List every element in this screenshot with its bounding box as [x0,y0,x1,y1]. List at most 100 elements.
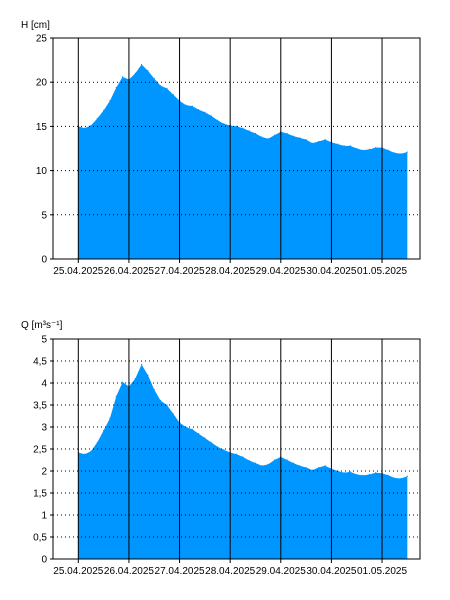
data-point [273,459,276,461]
data-point [204,437,206,439]
data-point [115,395,117,397]
y-tick-label: 5 [41,210,47,221]
data-point [248,130,250,132]
data-point [90,124,92,127]
y-tick-label: 10 [36,166,48,177]
data-point [248,459,250,462]
data-point [406,475,408,477]
data-point [185,104,187,106]
y-tick-label: 1 [41,511,47,522]
data-point [254,462,257,464]
x-tick-label: 29.04.2025 [256,566,306,577]
data-point [394,477,396,479]
data-point [292,462,295,464]
water-level-chart: H [cm] 0 5 10 15 20 25 25.04.2025 26.04.2025 27.… [21,20,421,277]
y-tick-label: 5 [41,335,47,346]
data-point [197,433,200,435]
y-tick-label: 2,5 [33,445,47,456]
x-tick-label: 30.04.2025 [306,266,356,277]
data-point [261,465,263,467]
data-point [387,149,389,151]
data-point [235,453,238,455]
y-axis-label-water-level: H [cm] [21,20,50,31]
data-point [96,117,98,120]
data-point [299,465,301,467]
data-point [267,138,269,140]
x-tick-label: 26.04.2025 [104,566,154,577]
data-point [311,142,314,144]
data-point [292,135,295,137]
data-point [223,449,225,451]
data-point [84,453,86,455]
x-tick-label: 27.04.2025 [155,266,205,277]
plot-frame [52,37,421,260]
data-point [387,474,389,476]
x-tick-label: 26.04.2025 [104,266,154,277]
x-tick-label: 28.04.2025 [205,266,255,277]
data-point [197,109,200,111]
plot-frame [52,338,421,560]
x-tick-label: 01.05.2025 [357,566,407,577]
data-point [122,381,124,383]
series-area [78,64,408,260]
y-tick-label: 20 [36,78,48,89]
x-tick-label: 25.04.2025 [53,566,103,577]
data-point [103,109,105,112]
y-tick-label: 3,5 [33,401,47,412]
y-tick-label: 25 [36,34,48,45]
y-tick-label: 3 [41,423,47,434]
data-point [109,100,111,102]
data-point [134,72,136,74]
data-point [159,85,162,87]
data-point [394,152,396,154]
y-tick-label: 2 [41,467,47,478]
data-point [242,127,244,129]
data-point [343,472,345,474]
data-point [305,139,307,141]
data-point [210,441,212,443]
data-point [375,147,377,149]
y-tick-label: 4 [41,379,47,390]
data-point [349,471,351,473]
data-point [368,148,370,150]
data-point [356,473,358,476]
x-tick-label: 29.04.2025 [256,266,306,277]
y-tick-label: 0,5 [33,533,47,544]
data-point [172,93,174,96]
data-point [254,132,257,135]
data-point [216,119,219,121]
data-point [273,134,276,136]
data-point [140,363,143,366]
data-point [147,70,149,72]
data-point [204,111,206,113]
data-point [356,147,358,150]
data-point [305,466,307,469]
data-point [337,143,339,145]
y-tick-label: 1,5 [33,489,47,500]
x-tick-label: 28.04.2025 [205,566,255,577]
data-point [172,413,174,415]
data-point [134,378,136,380]
x-tick-label: 30.04.2025 [306,566,356,577]
data-point [362,474,364,476]
data-point [286,459,288,461]
data-point [159,400,162,402]
data-point [267,463,269,465]
data-point [324,465,326,467]
data-point [311,469,314,471]
data-point [166,404,168,406]
x-tick-label: 27.04.2025 [155,566,205,577]
data-point [109,417,111,419]
data-point [400,153,402,155]
data-point [343,145,345,147]
data-point [349,145,351,147]
data-point [96,441,98,443]
data-point [210,115,212,117]
data-point [406,151,408,153]
data-point [242,456,244,458]
x-tick-label: 25.04.2025 [53,266,103,277]
data-point [166,87,168,89]
data-point [147,374,149,376]
y-tick-label: 4,5 [33,357,47,368]
